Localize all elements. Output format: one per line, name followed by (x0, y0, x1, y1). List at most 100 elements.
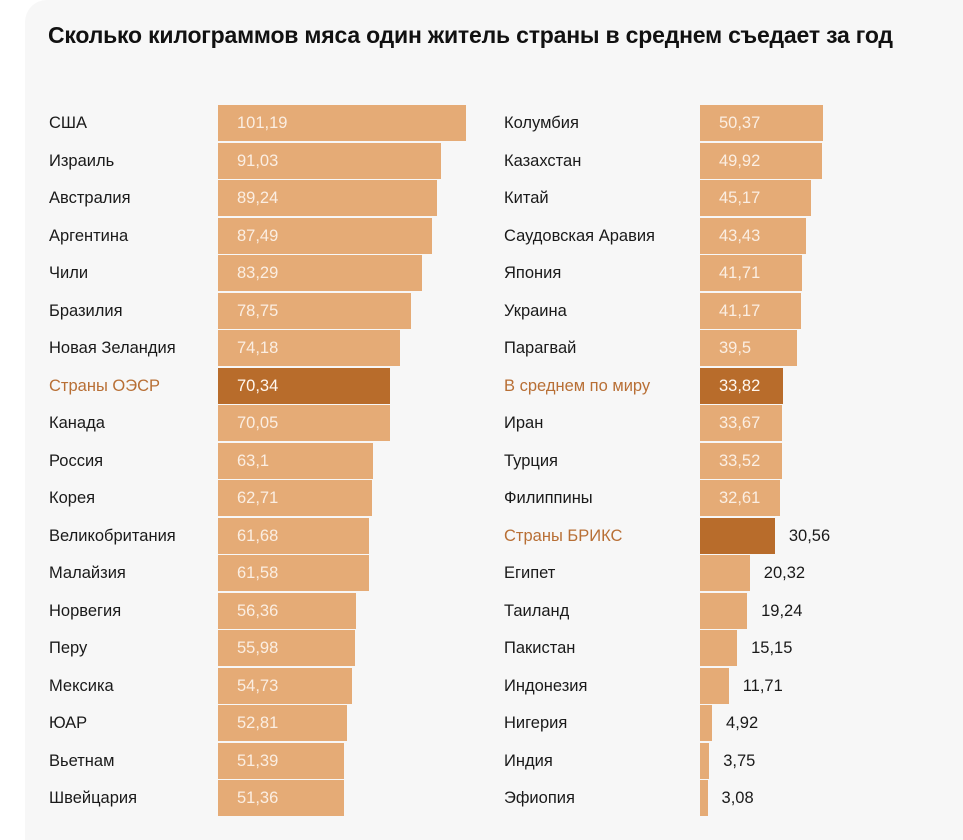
bar (700, 180, 811, 216)
value-label: 101,19 (237, 114, 288, 132)
category-label: Малайзия (49, 564, 126, 582)
value-label: 32,61 (719, 489, 761, 507)
bar (218, 780, 344, 816)
value-label: 56,36 (237, 602, 279, 620)
bar (218, 593, 357, 629)
bar (700, 780, 708, 816)
bar (700, 330, 797, 366)
category-label: Великобритания (49, 527, 176, 545)
category-label: Аргентина (49, 227, 129, 245)
value-label: 11,71 (742, 677, 783, 695)
category-label: Колумбия (504, 114, 579, 132)
category-label: Вьетнам (49, 752, 115, 770)
bar (700, 143, 823, 179)
value-label: 20,32 (763, 564, 806, 582)
category-label: Япония (504, 264, 562, 282)
category-label: Индия (504, 752, 553, 770)
bar (218, 555, 369, 591)
chart-title: Сколько килограммов мяса один житель стр… (48, 22, 893, 48)
bar (218, 705, 348, 741)
category-label: Норвегия (49, 602, 122, 620)
bar (218, 518, 370, 554)
value-label: 70,05 (237, 414, 279, 432)
category-label: Турция (504, 452, 558, 470)
category-label: Перу (49, 639, 88, 657)
bar (700, 293, 801, 329)
bar (700, 743, 710, 779)
category-label: Египет (504, 564, 556, 582)
bar (218, 143, 442, 179)
value-label: 3,08 (721, 789, 754, 807)
bar (700, 105, 824, 141)
value-label: 51,36 (237, 789, 279, 807)
value-label: 43,43 (719, 227, 761, 245)
value-label: 45,17 (719, 189, 761, 207)
value-label: 3,75 (723, 752, 756, 770)
category-label: Чили (49, 264, 89, 282)
bar (700, 593, 748, 629)
category-label: Израиль (49, 152, 115, 170)
bar (218, 255, 423, 291)
bar (700, 630, 738, 666)
category-label: Пакистан (504, 639, 576, 657)
value-label: 49,92 (719, 152, 761, 170)
value-label: 50,37 (719, 114, 761, 132)
value-label: 33,52 (719, 452, 761, 470)
category-label: В среднем по миру (504, 377, 651, 395)
category-label: Новая Зеландия (49, 339, 176, 357)
category-label: Украина (504, 302, 567, 320)
value-label: 61,58 (237, 564, 279, 582)
bar (218, 480, 372, 516)
bar (218, 743, 344, 779)
bar (218, 218, 433, 254)
bar (218, 330, 400, 366)
category-label: Канада (49, 414, 105, 432)
category-label: ЮАР (49, 714, 88, 732)
bar (700, 218, 807, 254)
category-label: Филиппины (504, 489, 593, 507)
value-label: 74,18 (237, 339, 279, 357)
bar (700, 555, 750, 591)
value-label: 91,03 (237, 152, 279, 170)
category-label: Китай (504, 189, 549, 207)
category-label: Корея (49, 489, 96, 507)
value-label: 63,1 (237, 452, 270, 470)
bar (700, 368, 783, 404)
value-label: 15,15 (751, 639, 793, 657)
value-label: 52,81 (237, 714, 279, 732)
bar (700, 480, 780, 516)
bar (700, 518, 775, 554)
value-label: 4,92 (726, 714, 759, 732)
value-label: 89,24 (237, 189, 279, 207)
value-label: 70,34 (237, 377, 279, 395)
bar (218, 405, 390, 441)
value-label: 33,67 (719, 414, 761, 432)
bar (218, 368, 391, 404)
bar (218, 180, 437, 216)
value-label: 83,29 (237, 264, 279, 282)
value-label: 30,56 (788, 527, 831, 545)
category-label: США (49, 114, 88, 132)
category-label: Саудовская Аравия (504, 227, 655, 245)
category-label: Индонезия (504, 677, 588, 695)
category-label: Страны БРИКС (504, 527, 623, 545)
bar (700, 255, 803, 291)
value-label: 87,49 (237, 227, 279, 245)
value-label: 51,39 (237, 752, 279, 770)
value-label: 41,71 (719, 264, 761, 282)
bar (218, 630, 356, 666)
category-label: Австралия (49, 189, 131, 207)
bar (218, 443, 373, 479)
value-label: 41,17 (719, 302, 761, 320)
value-label: 19,24 (761, 602, 803, 620)
value-label: 55,98 (237, 639, 279, 657)
category-label: Бразилия (49, 302, 123, 320)
value-label: 62,71 (237, 489, 279, 507)
category-label: Казахстан (504, 152, 582, 170)
category-label: Швейцария (49, 789, 138, 807)
bar (218, 105, 466, 141)
value-label: 33,82 (719, 377, 761, 395)
value-label: 61,68 (237, 527, 279, 545)
bar (218, 668, 353, 704)
category-label: Мексика (49, 677, 114, 695)
